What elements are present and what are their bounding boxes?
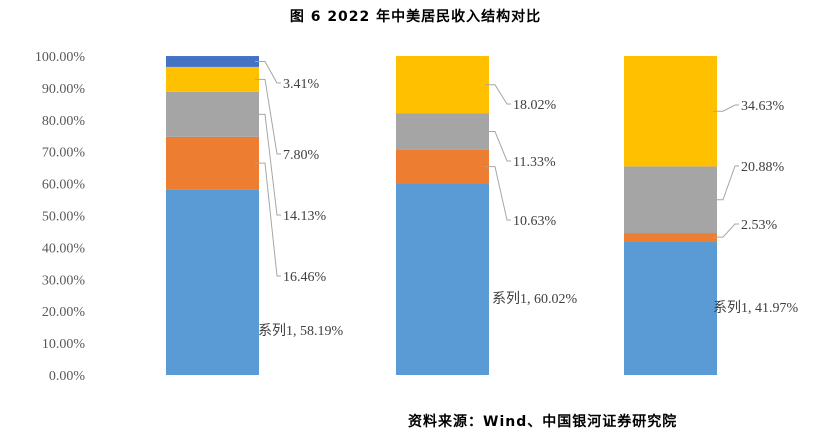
data-label: 系列1, 60.02%	[492, 291, 577, 307]
y-tick-label: 30.00%	[42, 273, 86, 288]
bar-segment	[396, 56, 489, 114]
bar-segment	[396, 149, 489, 184]
bar-segment	[166, 56, 259, 67]
y-tick-label: 0.00%	[49, 369, 86, 384]
data-label: 7.80%	[283, 148, 320, 163]
data-label: 16.46%	[283, 270, 327, 285]
bar-segment	[166, 189, 259, 375]
leader-line	[255, 78, 281, 155]
data-label: 3.41%	[283, 77, 320, 92]
bar-segment	[396, 113, 489, 150]
bar-segment	[624, 55, 717, 167]
y-tick-label: 80.00%	[42, 114, 86, 129]
data-label: 20.88%	[741, 160, 785, 175]
leader-line	[713, 104, 739, 112]
y-tick-label: 90.00%	[42, 82, 86, 97]
leader-line	[485, 131, 511, 162]
y-tick-label: 70.00%	[42, 146, 86, 161]
data-label: 2.53%	[741, 218, 778, 233]
bar-segment	[166, 66, 259, 92]
data-label: 14.13%	[283, 209, 327, 224]
leader-line	[713, 165, 739, 201]
bar-segment	[396, 183, 489, 375]
leader-line	[713, 223, 739, 238]
source-note: 资料来源：Wind、中国银河证券研究院	[408, 414, 678, 430]
y-tick-label: 100.00%	[35, 50, 86, 65]
y-tick-label: 40.00%	[42, 241, 86, 256]
bar-segment	[624, 166, 717, 234]
y-tick-label: 50.00%	[42, 210, 86, 225]
bar-segment	[166, 136, 259, 190]
data-label: 11.33%	[513, 155, 556, 170]
leader-line	[255, 60, 281, 84]
bar-segment	[166, 91, 259, 137]
chart-title: 图 6 2022 年中美居民收入结构对比	[289, 9, 542, 25]
stacked-bar-chart: 0.00% 10.00% 20.00% 30.00% 40.00% 50.00% 60.00…	[35, 50, 799, 384]
leader-line	[255, 113, 281, 216]
y-tick-label: 20.00%	[42, 305, 86, 320]
y-tick-label: 10.00%	[42, 337, 86, 352]
leader-line	[485, 84, 511, 105]
data-label: 34.63%	[741, 99, 785, 114]
data-label: 系列1, 58.19%	[258, 323, 343, 339]
data-label: 10.63%	[513, 214, 557, 229]
leader-line	[485, 166, 511, 221]
data-label: 系列1, 41.97%	[713, 300, 798, 316]
data-label: 18.02%	[513, 98, 557, 113]
leader-line	[255, 162, 281, 277]
bar-segment	[624, 233, 717, 242]
bar-segment	[624, 241, 717, 375]
y-tick-label: 60.00%	[42, 178, 86, 193]
